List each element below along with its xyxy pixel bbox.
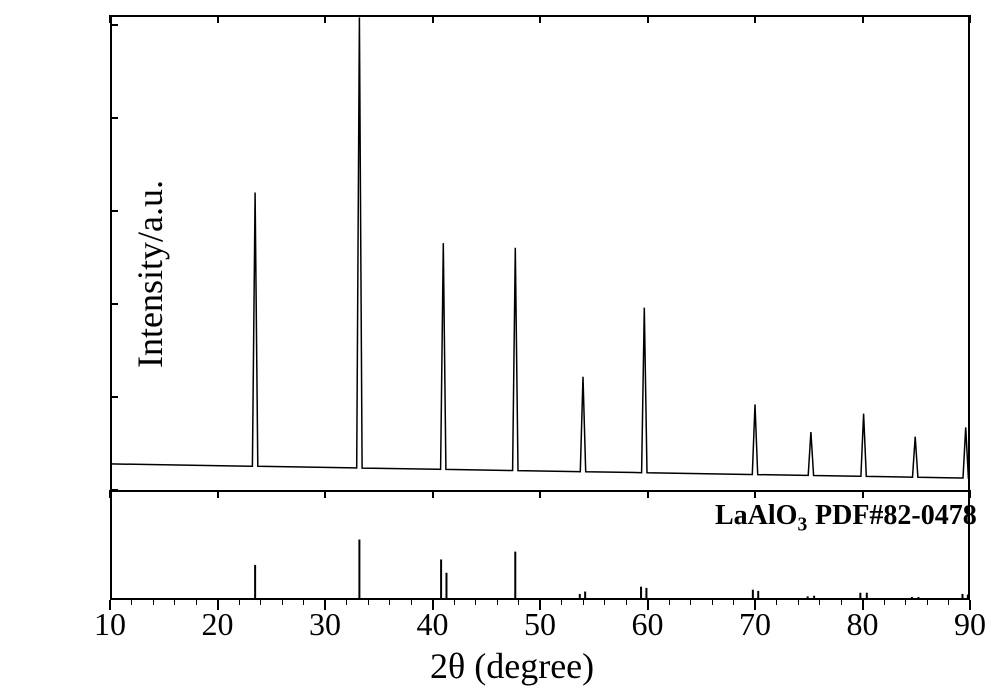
x-tick-label: 10 — [90, 606, 130, 643]
x-tick-label: 50 — [520, 606, 560, 643]
reference-sticks — [110, 490, 970, 600]
x-tick-label: 80 — [843, 606, 883, 643]
x-tick-label: 40 — [413, 606, 453, 643]
x-tick-label: 20 — [198, 606, 238, 643]
x-tick-label: 60 — [628, 606, 668, 643]
x-tick-label: 30 — [305, 606, 345, 643]
x-axis-label: 2θ (degree) — [430, 645, 594, 687]
x-tick-label: 70 — [735, 606, 775, 643]
xrd-pattern — [110, 15, 970, 490]
x-tick-label: 90 — [950, 606, 990, 643]
